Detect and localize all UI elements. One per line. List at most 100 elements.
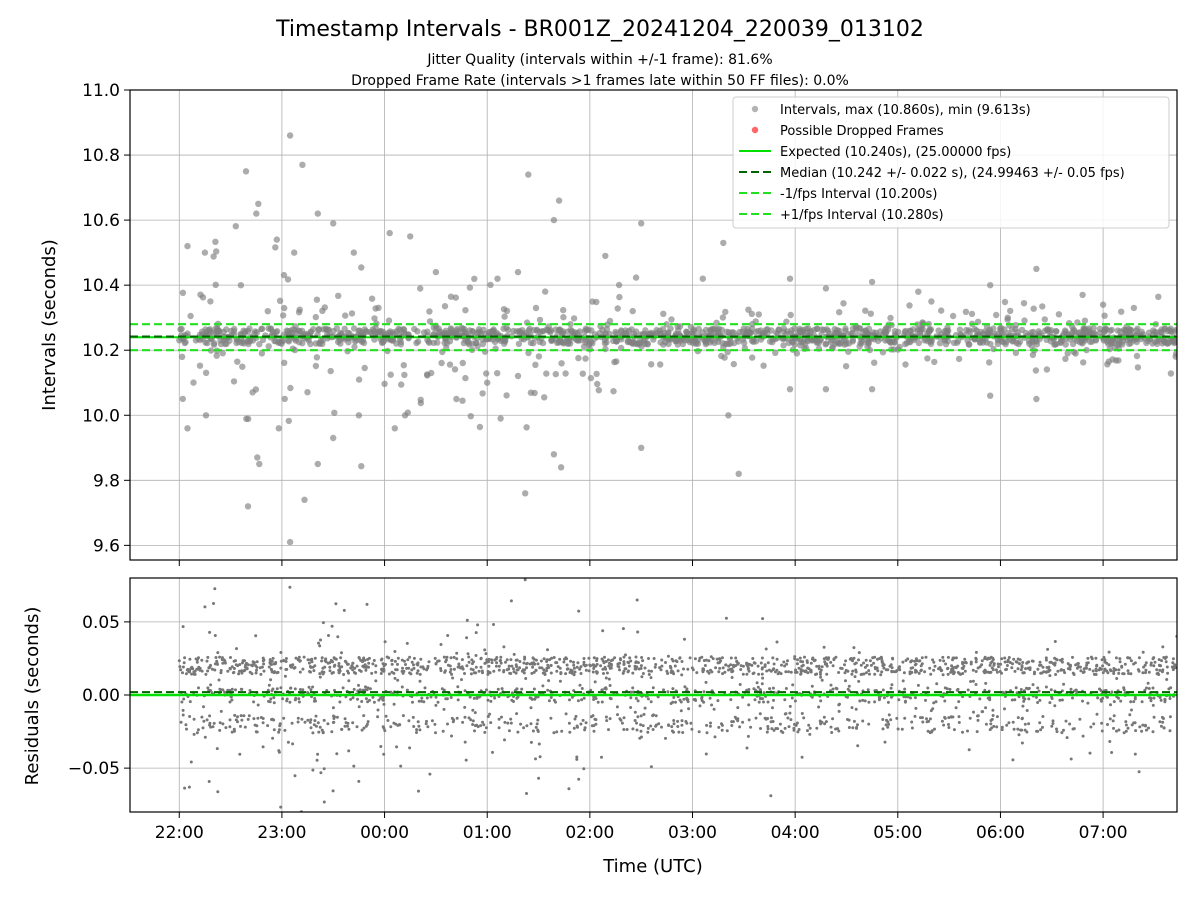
residual-point bbox=[1147, 670, 1151, 674]
residual-point bbox=[701, 669, 705, 673]
residual-point bbox=[255, 668, 258, 672]
residual-point bbox=[636, 699, 640, 703]
residual-point bbox=[855, 726, 858, 730]
residual-point bbox=[316, 752, 320, 756]
residual-point bbox=[433, 722, 437, 726]
residual-point bbox=[261, 659, 265, 663]
residual-point bbox=[594, 722, 598, 726]
residual-point bbox=[346, 724, 349, 728]
residual-point bbox=[1132, 662, 1136, 666]
residual-point bbox=[1037, 689, 1041, 693]
residual-point bbox=[353, 666, 357, 670]
residual-point bbox=[594, 697, 598, 700]
residual-point bbox=[830, 731, 834, 734]
interval-point bbox=[593, 370, 600, 378]
residual-point bbox=[578, 667, 582, 671]
interval-point bbox=[868, 278, 876, 286]
residual-point bbox=[562, 660, 566, 664]
residual-point bbox=[689, 721, 693, 725]
residual-point bbox=[497, 717, 501, 721]
residual-point bbox=[470, 658, 474, 662]
residual-point bbox=[405, 688, 409, 692]
residual-point bbox=[608, 661, 611, 665]
interval-point bbox=[730, 360, 737, 368]
interval-point bbox=[822, 386, 830, 393]
residual-point bbox=[374, 664, 378, 668]
residual-point bbox=[197, 656, 200, 660]
interval-point bbox=[179, 289, 187, 296]
residual-point bbox=[421, 665, 425, 669]
residual-point bbox=[221, 661, 225, 665]
interval-point bbox=[1039, 303, 1046, 310]
interval-point bbox=[687, 337, 695, 344]
interval-point bbox=[1081, 317, 1089, 324]
residual-point bbox=[729, 698, 733, 702]
residual-point bbox=[577, 777, 581, 781]
residual-point bbox=[801, 660, 805, 664]
residual-point bbox=[622, 660, 626, 664]
residual-point bbox=[772, 698, 775, 702]
residual-point bbox=[680, 719, 684, 723]
residual-point bbox=[347, 727, 351, 731]
residual-point bbox=[442, 655, 446, 659]
residual-point bbox=[887, 722, 891, 726]
residual-point bbox=[761, 676, 765, 680]
interval-point bbox=[315, 326, 322, 334]
residual-point bbox=[232, 667, 236, 670]
residual-point bbox=[1151, 730, 1155, 734]
interval-point bbox=[1048, 327, 1055, 334]
residual-point bbox=[1008, 661, 1012, 664]
interval-point bbox=[822, 285, 830, 292]
residual-point bbox=[911, 666, 915, 670]
residual-point bbox=[189, 667, 193, 670]
residual-point bbox=[851, 726, 855, 730]
residual-point bbox=[411, 700, 414, 704]
residual-point bbox=[486, 715, 490, 718]
chart-title: Timestamp Intervals - BR001Z_20241204_22… bbox=[275, 17, 924, 42]
interval-point bbox=[924, 355, 931, 362]
legend-entry-3-label: Median (10.242 +/- 0.022 s), (24.99463 +… bbox=[780, 166, 1125, 181]
interval-point bbox=[414, 338, 422, 345]
residual-point bbox=[284, 657, 288, 660]
residual-point bbox=[427, 660, 431, 664]
residual-point bbox=[608, 717, 612, 721]
residual-point bbox=[451, 676, 455, 680]
residual-point bbox=[762, 691, 766, 695]
residual-point bbox=[1103, 658, 1107, 662]
residual-point bbox=[1003, 660, 1007, 664]
residual-point bbox=[210, 691, 214, 695]
residual-point bbox=[704, 680, 708, 684]
residual-point bbox=[379, 696, 383, 700]
residual-point bbox=[188, 715, 192, 718]
residual-point bbox=[600, 755, 603, 759]
residual-point bbox=[946, 672, 950, 676]
residual-point bbox=[504, 660, 507, 664]
interval-point bbox=[558, 360, 565, 367]
residual-point bbox=[351, 721, 355, 725]
interval-point bbox=[287, 384, 294, 392]
residual-point bbox=[963, 661, 967, 665]
residual-point bbox=[1039, 728, 1043, 732]
residual-point bbox=[903, 687, 907, 691]
residual-point bbox=[481, 720, 484, 724]
interval-point bbox=[752, 338, 760, 345]
interval-point bbox=[915, 288, 922, 295]
interval-point bbox=[800, 339, 807, 346]
residual-point bbox=[741, 664, 745, 668]
residual-point bbox=[490, 658, 494, 662]
residual-point bbox=[1016, 727, 1020, 731]
residual-point bbox=[1108, 717, 1112, 721]
residual-point bbox=[805, 661, 809, 664]
residual-point bbox=[654, 663, 658, 666]
residual-point bbox=[565, 667, 569, 671]
residual-point bbox=[228, 700, 232, 704]
residual-point bbox=[262, 669, 266, 673]
residual-point bbox=[503, 720, 507, 724]
residual-point bbox=[1036, 667, 1040, 671]
residual-point bbox=[457, 665, 461, 668]
residual-point bbox=[298, 670, 302, 674]
interval-point bbox=[207, 347, 215, 354]
residual-point bbox=[751, 672, 755, 676]
residual-point bbox=[1165, 678, 1169, 681]
